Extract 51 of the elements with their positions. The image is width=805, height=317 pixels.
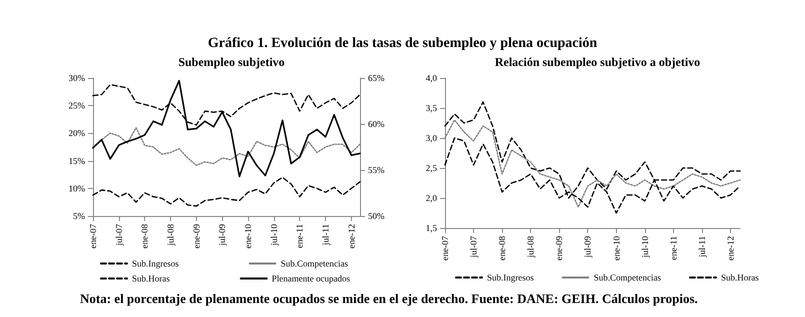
x-tick-label: jul-09	[217, 224, 228, 246]
line-series	[92, 80, 361, 178]
y-tick-label: 5%	[73, 211, 86, 221]
legend-label: Sub.Ingresos	[132, 258, 180, 268]
legend-label: Sub.Horas	[720, 272, 760, 282]
x-tick-label: ene-08	[140, 224, 150, 248]
legend-label: Sub.Competencias	[594, 272, 662, 282]
x-tick-label: ene-09	[191, 224, 202, 248]
legend-label: Sub.Horas	[132, 274, 170, 284]
text: Nota: el porcentaje de plenamente ocupados se mide en el eje derecho. Fuente: DANE: GEIH. Cálculos propios.	[80, 291, 698, 307]
chart-title: Relación subempleo subjetivo a objetivo	[494, 55, 700, 69]
y-tick-label: 1,5	[426, 223, 438, 233]
x-tick-label: jul-07	[114, 224, 124, 246]
x-tick-label: jul-10	[640, 236, 650, 258]
x-tick-label: jul-07	[468, 236, 479, 258]
x-tick-label: jul-09	[582, 236, 593, 258]
y2-tick-label: 65%	[368, 73, 385, 83]
line-series	[92, 176, 361, 207]
x-tick-label: ene-08	[497, 236, 508, 260]
x-tick-label: jul-10	[268, 224, 279, 246]
y2-tick-label: 50%	[368, 211, 385, 221]
y-tick-label: 3,0	[426, 133, 438, 143]
y-tick-label: 25%	[68, 100, 86, 111]
x-tick-label: ene-10	[243, 224, 254, 248]
y-tick-label: 2,0	[426, 193, 438, 203]
y-tick-label: 3,5	[426, 103, 438, 113]
x-tick-label: ene-12	[725, 236, 736, 260]
text: Gráfico 1. Evolución de las tasas de subempleo y plena ocupación	[206, 36, 598, 52]
chart-subtitle: Subempleo subjetivo	[178, 55, 285, 69]
x-tick-label: ene-07	[440, 236, 450, 260]
y-tick-label: 30%	[68, 73, 86, 83]
x-tick-label: ene-11	[294, 224, 305, 248]
legend-label: Sub.Ingresos	[487, 272, 534, 282]
x-tick-label: ene-09	[554, 236, 564, 260]
y2-tick-label: 60%	[368, 119, 385, 129]
x-tick-label: jul-11	[320, 224, 331, 246]
y-tick-label: 10%	[68, 183, 86, 194]
y-tick-label: 15%	[68, 156, 86, 166]
y-tick-label: 2,5	[426, 163, 438, 173]
x-tick-label: ene-11	[668, 236, 678, 260]
x-tick-label: jul-08	[166, 224, 176, 246]
x-tick-label: ene-12	[346, 224, 356, 248]
x-tick-label: jul-11	[696, 236, 707, 258]
legend-label: Sub.Competencias	[280, 258, 348, 268]
legend-label: Plenamente ocupados	[272, 274, 350, 284]
x-tick-label: ene-10	[611, 236, 622, 260]
y-tick-label: 4,0	[426, 73, 438, 83]
y2-tick-label: 55%	[368, 165, 385, 175]
x-tick-label: jul-08	[526, 236, 536, 258]
y-tick-label: 20%	[68, 128, 86, 138]
x-tick-label: ene-07	[88, 224, 98, 248]
